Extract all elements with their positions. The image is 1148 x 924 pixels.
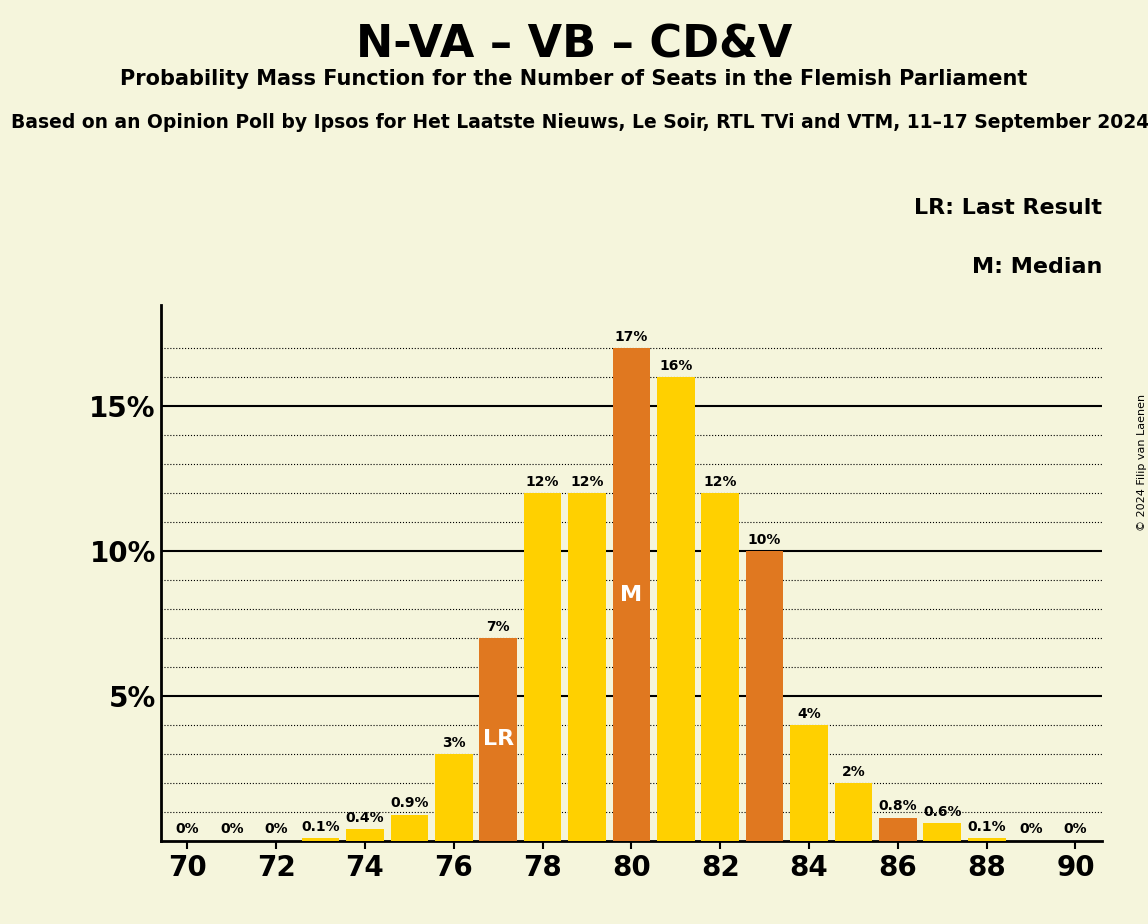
Bar — [346, 829, 383, 841]
Text: 16%: 16% — [659, 359, 692, 373]
Bar — [613, 348, 650, 841]
Bar — [657, 377, 695, 841]
Bar — [968, 838, 1006, 841]
Bar — [523, 493, 561, 841]
Text: Based on an Opinion Poll by Ipsos for Het Laatste Nieuws, Le Soir, RTL TVi and V: Based on an Opinion Poll by Ipsos for He… — [11, 113, 1148, 132]
Text: 0.9%: 0.9% — [390, 796, 428, 810]
Text: 0.6%: 0.6% — [923, 805, 962, 819]
Text: 2%: 2% — [841, 764, 866, 779]
Text: 12%: 12% — [571, 475, 604, 489]
Text: 0.4%: 0.4% — [346, 811, 385, 825]
Text: 10%: 10% — [748, 533, 782, 547]
Text: 17%: 17% — [614, 330, 649, 344]
Text: 0%: 0% — [220, 822, 243, 836]
Text: N-VA – VB – CD&V: N-VA – VB – CD&V — [356, 23, 792, 67]
Bar — [923, 823, 961, 841]
Text: M: Median: M: Median — [971, 257, 1102, 276]
Bar — [746, 551, 783, 841]
Text: 4%: 4% — [797, 707, 821, 721]
Text: 12%: 12% — [704, 475, 737, 489]
Text: 0%: 0% — [1064, 822, 1087, 836]
Text: 0%: 0% — [264, 822, 288, 836]
Bar — [480, 638, 517, 841]
Text: 7%: 7% — [487, 620, 510, 634]
Text: Probability Mass Function for the Number of Seats in the Flemish Parliament: Probability Mass Function for the Number… — [121, 69, 1027, 90]
Bar — [879, 818, 917, 841]
Bar — [302, 838, 340, 841]
Text: LR: LR — [482, 729, 514, 749]
Bar — [390, 815, 428, 841]
Bar — [835, 783, 872, 841]
Text: © 2024 Filip van Laenen: © 2024 Filip van Laenen — [1138, 394, 1147, 530]
Text: 12%: 12% — [526, 475, 559, 489]
Bar — [790, 725, 828, 841]
Text: 3%: 3% — [442, 736, 466, 749]
Text: 0.8%: 0.8% — [878, 799, 917, 813]
Text: 0%: 0% — [176, 822, 199, 836]
Bar — [701, 493, 739, 841]
Text: 0.1%: 0.1% — [968, 820, 1006, 833]
Bar — [568, 493, 606, 841]
Bar — [435, 754, 473, 841]
Text: M: M — [620, 585, 643, 604]
Text: 0%: 0% — [1019, 822, 1042, 836]
Text: 0.1%: 0.1% — [301, 820, 340, 833]
Text: LR: Last Result: LR: Last Result — [914, 198, 1102, 218]
